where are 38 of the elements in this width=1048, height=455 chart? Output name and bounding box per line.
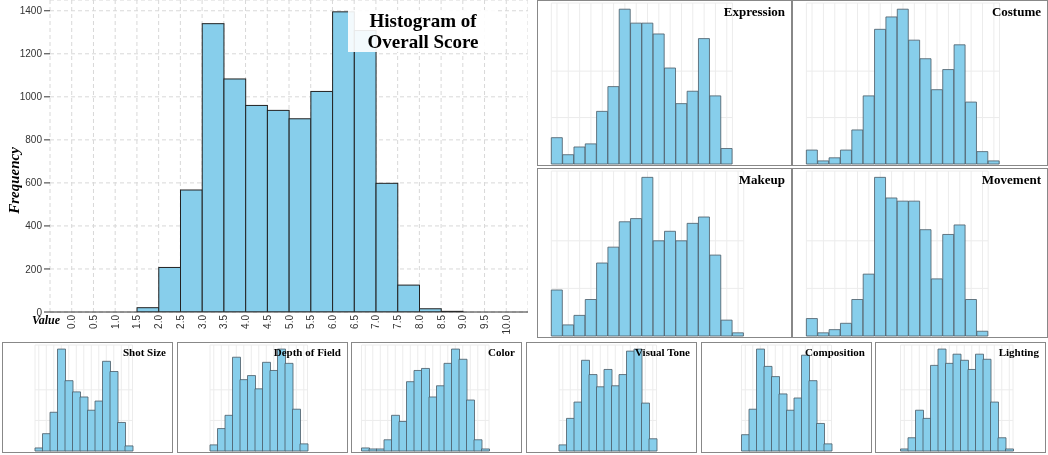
x-tick-label: 5.0 — [283, 314, 295, 329]
x-tick-label: 2.5 — [174, 314, 186, 329]
x-tick-label: 6.5 — [348, 314, 360, 329]
y-tick-label: 400 — [25, 220, 43, 232]
x-tick-label: 0.5 — [87, 314, 99, 329]
x-tick-label: 7.5 — [392, 314, 404, 329]
x-tick-label: 8.5 — [435, 314, 447, 329]
y-tick-label: 200 — [25, 263, 43, 275]
chart-title: Makeup — [738, 172, 785, 187]
x-tick-label: 9.5 — [479, 314, 491, 329]
x-tick-label: 1.0 — [109, 314, 121, 329]
x-tick-label: 3.5 — [218, 314, 230, 329]
chart-title: Lighting — [998, 346, 1039, 359]
chart-title: Costume — [991, 4, 1041, 19]
y-tick-label: 600 — [25, 177, 43, 189]
text: Histogram of Overall Score — [348, 10, 498, 52]
x-tick-label: 2.0 — [153, 314, 165, 329]
y-tick-label: 1200 — [19, 48, 43, 60]
chart-title: Color — [488, 346, 515, 359]
y-tick-label: 1000 — [19, 91, 43, 103]
chart-title: Expression — [723, 4, 785, 19]
x-tick-label: 9.0 — [457, 314, 469, 329]
y-axis-title: Frequency — [5, 146, 23, 214]
x-tick-label: 4.0 — [240, 314, 252, 329]
chart-title: Composition — [805, 346, 865, 359]
x-tick-label: 6.0 — [326, 314, 338, 329]
y-tick-label: 800 — [25, 134, 43, 146]
x-tick-label: 0.0 — [66, 314, 78, 329]
x-tick-label: 3.0 — [196, 314, 208, 329]
x-tick-label: 8.0 — [413, 314, 425, 329]
chart-title: Shot Size — [122, 346, 166, 359]
chart-title: Movement — [981, 172, 1041, 187]
x-tick-label: 5.5 — [305, 314, 317, 329]
x-tick-label: 4.5 — [261, 314, 273, 329]
x-tick-label: 10.0 — [500, 314, 512, 335]
x-tick-label: 1.5 — [131, 314, 143, 329]
y-tick-label: 1400 — [19, 5, 43, 17]
x-tick-label: 7.0 — [370, 314, 382, 329]
